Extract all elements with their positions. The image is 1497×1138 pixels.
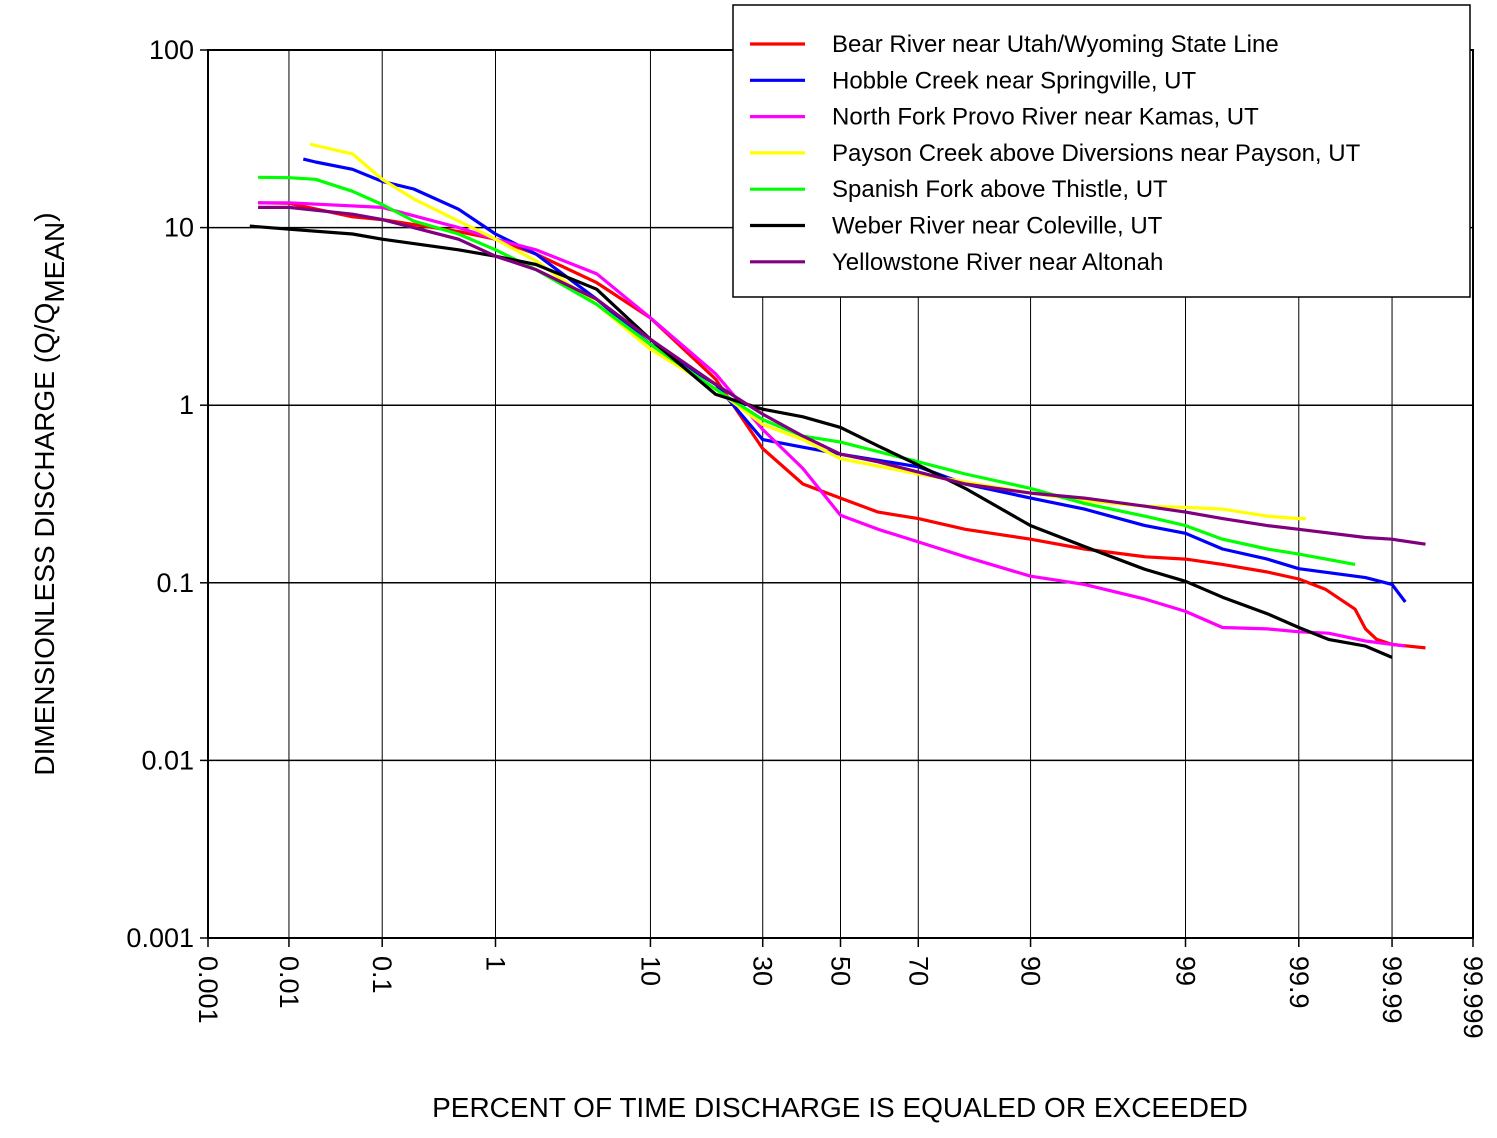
x-tick-label: 30 (748, 956, 778, 986)
y-axis-title-close: ) (29, 212, 60, 221)
legend-label: Bear River near Utah/Wyoming State Line (832, 31, 1279, 58)
series-line (258, 201, 1406, 648)
x-tick-label: 99.9 (1284, 956, 1314, 1009)
x-tick-label: 70 (903, 956, 933, 986)
legend-label: Hobble Creek near Springville, UT (832, 67, 1197, 94)
series-line (249, 224, 1393, 659)
y-tick-label: 0.01 (141, 745, 194, 775)
x-tick-label: 0.1 (367, 956, 397, 994)
y-axis-title: DIMENSIONLESS DISCHARGE (Q/QMEAN) (29, 212, 70, 775)
x-tick-label: 0.01 (274, 956, 304, 1009)
x-tick-label: 99.999 (1458, 956, 1488, 1039)
legend-label: Payson Creek above Diversions near Payso… (832, 140, 1361, 167)
y-tick-label: 0.001 (126, 923, 194, 953)
x-tick-label: 1 (480, 956, 510, 971)
legend-label: Weber River near Coleville, UT (832, 213, 1163, 240)
x-tick-label: 90 (1016, 956, 1046, 986)
x-tick-label: 0.001 (193, 956, 223, 1024)
y-tick-label: 10 (164, 213, 194, 243)
x-axis-title: PERCENT OF TIME DISCHARGE IS EQUALED OR … (432, 1092, 1248, 1123)
y-tick-label: 0.1 (156, 568, 194, 598)
legend-box (732, 4, 1471, 298)
series-line (258, 205, 1426, 546)
x-tick-label: 50 (826, 956, 856, 986)
legend-label: Spanish Fork above Thistle, UT (832, 176, 1168, 203)
legend-label: North Fork Provo River near Kamas, UT (832, 104, 1259, 131)
series-line (309, 142, 1306, 521)
y-tick-label: 1 (179, 390, 194, 420)
x-tick-label: 99 (1171, 956, 1201, 986)
y-axis-title-main: DIMENSIONLESS DISCHARGE (Q/Q (29, 303, 60, 776)
x-tick-label: 99.99 (1377, 956, 1407, 1024)
x-tick-label: 10 (635, 956, 665, 986)
y-tick-label: 100 (149, 35, 194, 65)
legend-label: Yellowstone River near Altonah (832, 249, 1163, 276)
series-line (258, 175, 1356, 566)
y-axis-title-sub: MEAN (39, 222, 70, 303)
